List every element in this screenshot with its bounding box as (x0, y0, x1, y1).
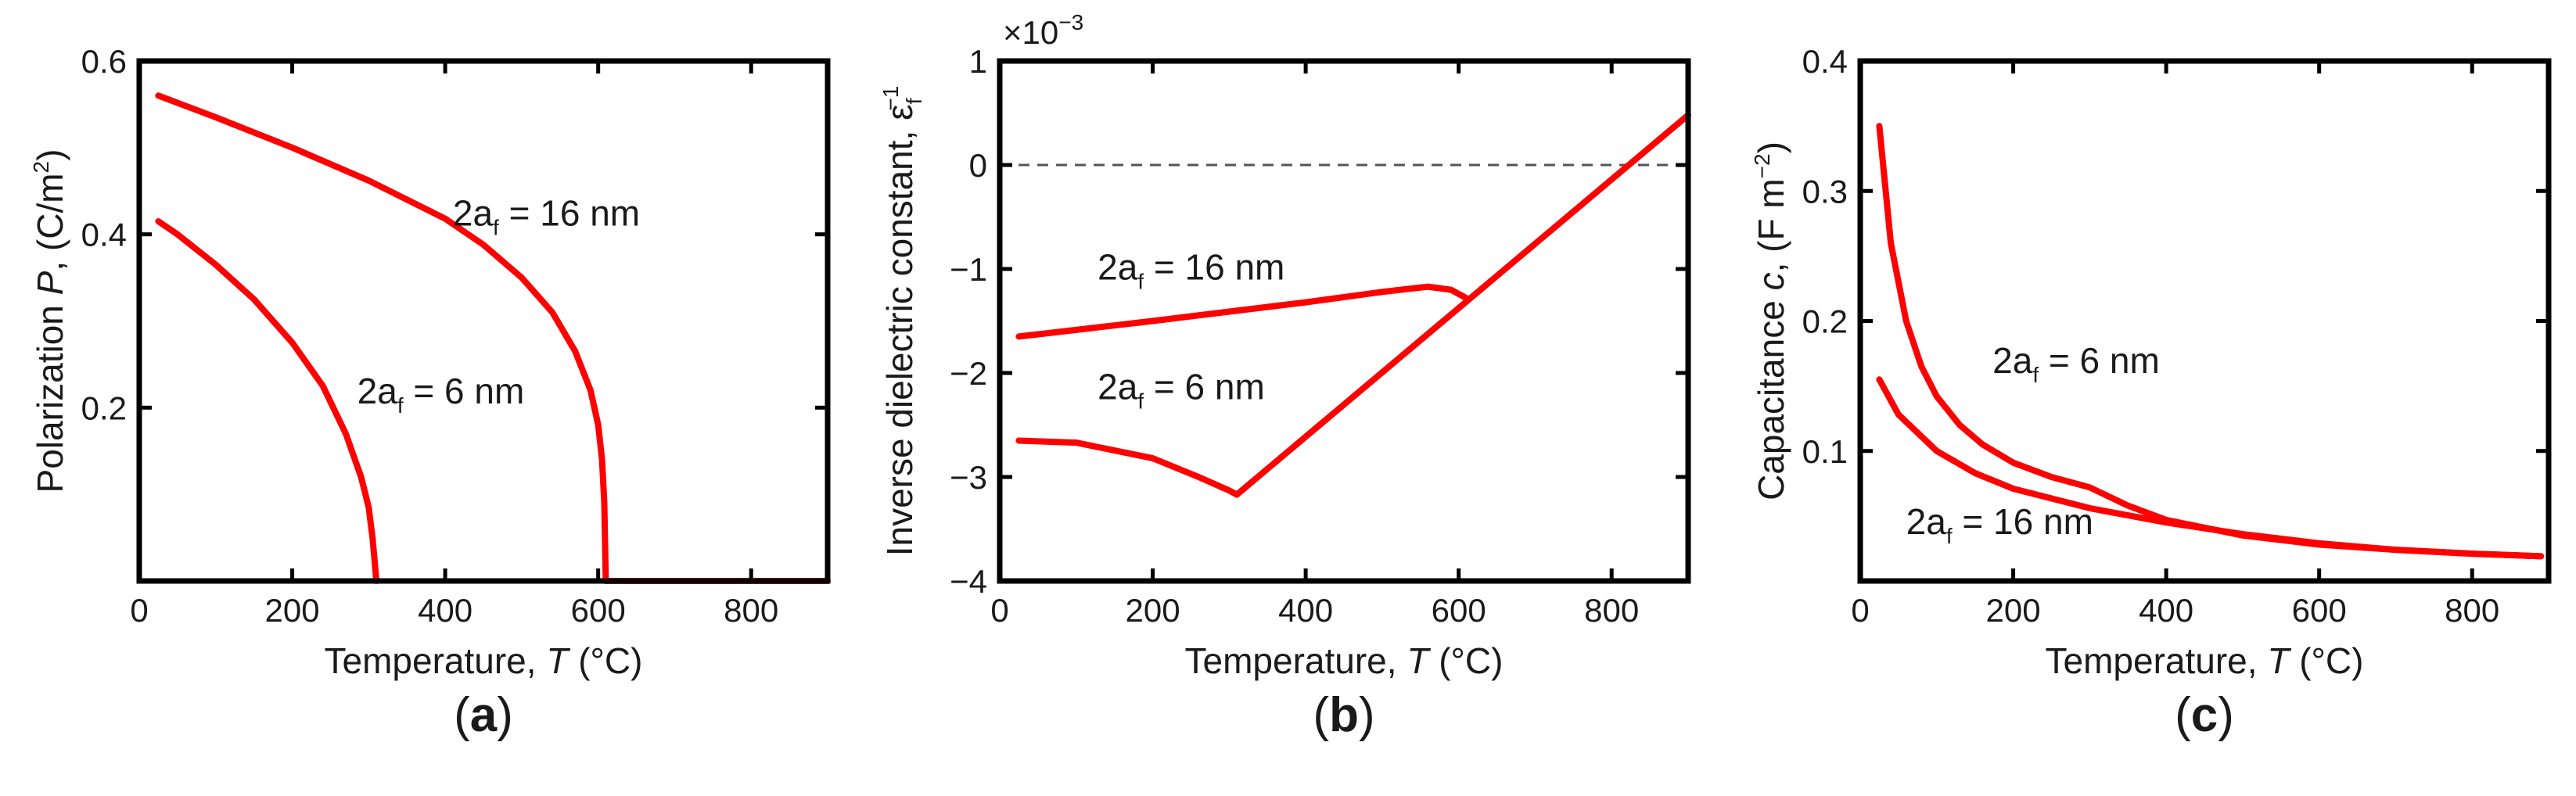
series-label: 2af = 6 nm (1992, 340, 2160, 387)
x-tick-label: 800 (2445, 592, 2499, 629)
series-line-2af-16-nm (1015, 283, 1470, 340)
chart-panel-a: 0 200 400 600 800 0.2 0.4 0.6 Temperature, T (°C… (29, 43, 831, 742)
series-label: 2af = 16 nm (1906, 501, 2093, 548)
x-tick-label: 0 (130, 592, 148, 629)
series-line-2af-16-nm (1876, 376, 2545, 560)
panel-caption: (c) (2175, 688, 2234, 742)
x-axis-label: Temperature, T (°C) (1185, 640, 1504, 681)
series-line-paraelectric-branch (1234, 112, 1691, 498)
plot-frame (997, 58, 1691, 584)
series-line-2af-16-nm (155, 92, 831, 584)
y-tick-label: 0.4 (81, 217, 127, 253)
x-tick-label: 200 (1126, 592, 1180, 629)
x-tick-label: 600 (571, 592, 626, 629)
chart-panel-b: 0 200 400 600 800 −4 −3 −2 −1 0 1 ×10−3 Temperature,… (878, 10, 1691, 742)
series-label: 2af = 16 nm (453, 193, 640, 240)
x-tick-label: 600 (2292, 592, 2347, 629)
series-line-2af-6-nm (1015, 437, 1241, 498)
series-label: 2af = 16 nm (1098, 246, 1284, 293)
x-tick-label: 800 (724, 592, 778, 629)
y-tick-label: 0.3 (1802, 173, 1848, 210)
y-tick-label: −4 (950, 563, 987, 600)
y-tick-label: −2 (950, 355, 987, 392)
x-axis-label: Temperature, T (°C) (325, 640, 643, 681)
series-label: 2af = 6 nm (357, 371, 525, 418)
x-tick-label: 400 (1278, 592, 1333, 629)
x-tick-label: 200 (1986, 592, 2041, 629)
x-tick-label: 400 (418, 592, 472, 629)
y-tick-label: 0.2 (81, 389, 127, 426)
chart-panel-c: 0 200 400 600 800 0.1 0.2 0.3 0.4 Temperature, T … (1750, 43, 2552, 742)
x-tick-label: 600 (1432, 592, 1486, 629)
x-tick-label: 400 (2139, 592, 2193, 629)
y-tick-label: 0.4 (1802, 43, 1848, 80)
panel-caption: (b) (1313, 688, 1374, 742)
y-tick-label: −3 (950, 459, 987, 496)
y-axis-label: Polarization P, (C/m2) (29, 149, 70, 493)
axis-multiplier: ×10−3 (1003, 10, 1083, 51)
x-axis-label: Temperature, T (°C) (2046, 640, 2364, 681)
y-tick-label: 0.1 (1802, 433, 1848, 470)
y-tick-label: 1 (969, 43, 987, 80)
y-axis-label: Capacitance c, (F m−2) (1750, 142, 1791, 500)
series-label: 2af = 6 nm (1098, 366, 1265, 413)
y-axis-label: Inverse dielectric constant, εf−1 (878, 86, 926, 557)
x-tick-label: 800 (1584, 592, 1639, 629)
plot-frame (136, 58, 831, 584)
panel-caption: (a) (454, 688, 513, 742)
y-tick-label: 0 (969, 147, 987, 184)
series-line-2af-6-nm (155, 218, 380, 584)
x-tick-label: 0 (1851, 592, 1869, 629)
y-tick-label: 0.6 (81, 43, 127, 80)
x-tick-label: 0 (990, 592, 1008, 629)
y-tick-label: −1 (950, 251, 987, 288)
y-tick-label: 0.2 (1802, 303, 1848, 340)
x-tick-label: 200 (265, 592, 320, 629)
series-line-2af-6-nm (1876, 123, 2545, 560)
